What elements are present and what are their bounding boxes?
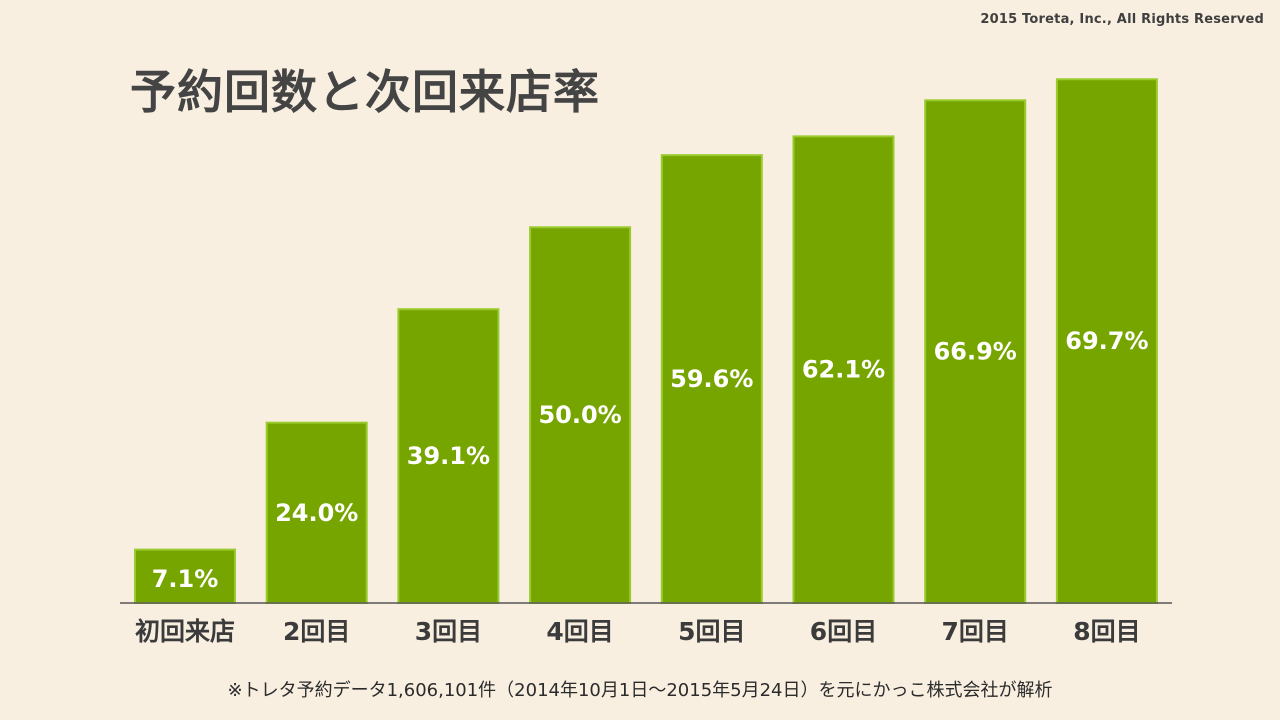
category-label: 4回目 — [546, 617, 613, 646]
bar-value-label: 39.1% — [407, 442, 490, 470]
bar-value-label: 66.9% — [934, 338, 1017, 366]
bar-value-label: 69.7% — [1065, 327, 1148, 355]
footnote: ※トレタ予約データ1,606,101件（2014年10月1日〜2015年5月24… — [227, 680, 1053, 701]
chart-title: 予約回数と次回来店率 — [130, 65, 600, 119]
bar-7 — [924, 99, 1027, 605]
bar-value-label: 24.0% — [275, 499, 358, 527]
bar-value-label: 50.0% — [538, 401, 621, 429]
bar-1 — [134, 548, 236, 604]
copyright-text: 2015 Toreta, Inc., All Rights Reserved — [980, 12, 1264, 27]
bar-8 — [1055, 78, 1158, 605]
category-label: 初回来店 — [135, 617, 235, 646]
category-label: 3回目 — [415, 617, 482, 646]
category-label: 2回目 — [283, 617, 350, 646]
bar-value-label: 7.1% — [152, 565, 219, 593]
category-label: 5回目 — [678, 617, 745, 646]
category-label: 7回目 — [941, 617, 1008, 646]
bar-value-label: 59.6% — [670, 365, 753, 393]
category-label: 6回目 — [810, 617, 877, 646]
bar-value-label: 62.1% — [802, 356, 885, 384]
category-label: 8回目 — [1073, 617, 1140, 646]
bar-2 — [265, 421, 368, 604]
